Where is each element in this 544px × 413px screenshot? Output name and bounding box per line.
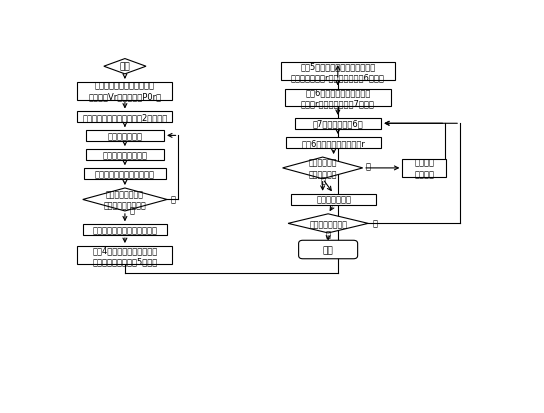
Polygon shape: [104, 59, 146, 75]
Text: 变动量是否小
于误差允许值: 变动量是否小 于误差允许值: [308, 159, 337, 178]
FancyBboxPatch shape: [86, 131, 164, 142]
Text: 是: 是: [326, 230, 331, 238]
Text: 开始: 开始: [120, 62, 131, 71]
Text: 计算包容区域旋转的矢量方向: 计算包容区域旋转的矢量方向: [92, 225, 157, 235]
Text: 是: 是: [130, 206, 135, 215]
Text: 保持5点接触以及锥角不变，逐渐
缩小圆锥度误差r，直到搜索到第6接触点: 保持5点接触以及锥角不变，逐渐 缩小圆锥度误差r，直到搜索到第6接触点: [291, 62, 385, 82]
FancyBboxPatch shape: [286, 138, 381, 148]
Text: 计算旋转后的轴线方向矢量: 计算旋转后的轴线方向矢量: [95, 170, 155, 179]
FancyBboxPatch shape: [295, 119, 381, 129]
Text: 确定包容区域变动量: 确定包容区域变动量: [102, 151, 147, 160]
Text: 取7个接触点中的6个: 取7个接触点中的6个: [312, 119, 363, 128]
Text: 高、低值接触点是
否满足迭代结束条件: 高、低值接触点是 否满足迭代结束条件: [103, 190, 146, 210]
FancyBboxPatch shape: [299, 241, 357, 259]
Text: 是否满足判定准则: 是否满足判定准则: [309, 219, 347, 228]
Text: 是: 是: [366, 162, 370, 171]
Text: 保持4点接触，逐渐旋转包容
区域，直到搜索到第5接触点: 保持4点接触，逐渐旋转包容 区域，直到搜索到第5接触点: [92, 245, 158, 265]
Text: 否: 否: [373, 219, 378, 228]
Text: 应用最小外接圆锥法查询前2个接触点: 应用最小外接圆锥法查询前2个接触点: [82, 113, 168, 122]
FancyBboxPatch shape: [86, 150, 164, 161]
Text: 重新查询接触点: 重新查询接触点: [316, 195, 351, 204]
FancyBboxPatch shape: [285, 89, 391, 107]
Text: 下一个接
触点组合: 下一个接 触点组合: [414, 159, 434, 178]
Text: 保持6点接触，逐渐缩小圆锥
度误差r，直到搜索到第7接触点: 保持6点接触，逐渐缩小圆锥 度误差r，直到搜索到第7接触点: [301, 88, 375, 108]
FancyBboxPatch shape: [77, 83, 172, 100]
FancyBboxPatch shape: [402, 159, 447, 178]
Text: 否: 否: [320, 176, 325, 185]
Text: 结束: 结束: [323, 245, 333, 254]
FancyBboxPatch shape: [281, 63, 395, 81]
Polygon shape: [83, 188, 167, 211]
Text: 保持6点接触，进一步减小r: 保持6点接触，进一步减小r: [302, 139, 366, 147]
Text: 设置圆锥轴线初始迭代参数
方向矢量Vr、锥顶坐标P0r。: 设置圆锥轴线初始迭代参数 方向矢量Vr、锥顶坐标P0r。: [88, 81, 162, 102]
FancyBboxPatch shape: [83, 225, 167, 235]
Text: 判断有效接触点: 判断有效接触点: [107, 132, 143, 140]
Polygon shape: [288, 214, 368, 233]
FancyBboxPatch shape: [292, 194, 376, 205]
Polygon shape: [282, 158, 363, 179]
FancyBboxPatch shape: [77, 112, 172, 123]
Text: 否: 否: [170, 195, 176, 204]
FancyBboxPatch shape: [77, 247, 172, 264]
FancyBboxPatch shape: [84, 169, 166, 180]
